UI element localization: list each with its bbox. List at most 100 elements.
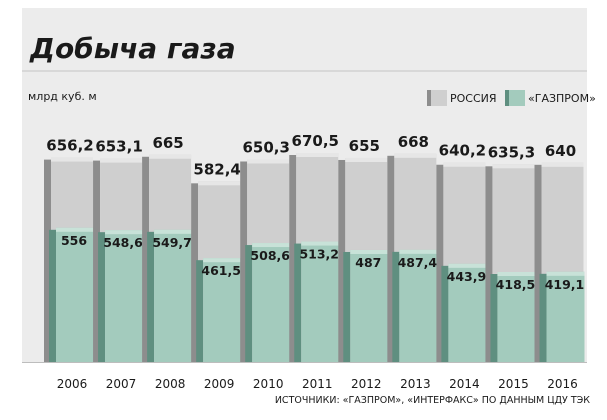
x-tick-label: 2008 bbox=[155, 377, 186, 391]
bar-russia-top bbox=[394, 153, 437, 158]
bar-gazprom-side bbox=[196, 260, 204, 362]
bar-gazprom-side bbox=[539, 273, 547, 362]
bar-gazprom-top bbox=[154, 229, 193, 234]
bar-gazprom bbox=[546, 271, 585, 362]
bar-gazprom-top bbox=[301, 241, 340, 246]
value-label-russia: 640,2 bbox=[439, 142, 486, 160]
x-tick-label: 2006 bbox=[57, 377, 88, 391]
bar-russia-top bbox=[492, 164, 535, 169]
bar-group-2006: 656,2 556 bbox=[44, 137, 94, 362]
bar-gazprom bbox=[105, 230, 144, 362]
bar-group-2015: 635,3 418,5 bbox=[485, 143, 536, 362]
bar-russia-side bbox=[142, 156, 150, 362]
bar-gazprom-side bbox=[98, 232, 106, 362]
bar-group-2011: 670,5 513,2 bbox=[289, 132, 340, 362]
bar-gazprom-top bbox=[252, 243, 291, 248]
bar-gazprom bbox=[350, 249, 389, 362]
bar-russia-top bbox=[345, 157, 388, 162]
bar-gazprom bbox=[399, 249, 438, 362]
x-tick-label: 2012 bbox=[351, 377, 382, 391]
bar-group-2014: 640,2 443,9 bbox=[436, 142, 487, 362]
source-note: ИСТОЧНИКИ: «ГАЗПРОМ», «ИНТЕРФАКС» ПО ДАН… bbox=[275, 395, 590, 406]
bar-gazprom bbox=[56, 227, 94, 362]
bar-russia-side bbox=[289, 155, 297, 362]
bar-gazprom-side bbox=[441, 265, 449, 362]
value-label-gazprom: 513,2 bbox=[299, 247, 339, 262]
x-tick-label: 2013 bbox=[400, 377, 431, 391]
value-label-gazprom: 461,5 bbox=[201, 263, 241, 278]
bar-gazprom-side bbox=[490, 274, 498, 362]
bar-group-2008: 665 549,7 bbox=[142, 134, 193, 362]
value-label-gazprom: 487 bbox=[355, 255, 381, 270]
baseline bbox=[22, 362, 587, 363]
bar-russia-side bbox=[534, 164, 542, 362]
value-label-gazprom: 418,5 bbox=[496, 277, 536, 292]
bar-russia-top bbox=[443, 162, 486, 167]
value-label-russia: 640 bbox=[545, 142, 576, 160]
x-tick-label: 2011 bbox=[302, 377, 333, 391]
value-label-russia: 655 bbox=[349, 137, 380, 155]
bar-gazprom-top bbox=[350, 249, 389, 254]
bar-gazprom bbox=[252, 243, 291, 362]
bar-russia-side bbox=[93, 160, 101, 362]
value-label-gazprom: 549,7 bbox=[152, 235, 192, 250]
value-label-gazprom: 419,1 bbox=[545, 277, 585, 292]
value-label-gazprom: 556 bbox=[61, 233, 87, 248]
bar-gazprom-top bbox=[497, 272, 536, 276]
bar-gazprom bbox=[497, 272, 536, 362]
bar-gazprom-side bbox=[147, 231, 155, 362]
x-axis: 2006 2007 2008 2009 2010 2011 2012 2013 2014 2015… bbox=[57, 377, 578, 391]
bar-russia-top bbox=[51, 157, 93, 162]
bar-gazprom-side bbox=[245, 245, 253, 362]
legend: РОССИЯ «ГАЗПРОМ» bbox=[427, 90, 596, 106]
bar-gazprom-side bbox=[49, 229, 56, 362]
bar-gazprom-top bbox=[105, 230, 144, 235]
bar-group-2012: 655 487 bbox=[338, 137, 389, 362]
bar-gazprom-top bbox=[399, 249, 438, 254]
bar-russia-top bbox=[541, 162, 584, 167]
bar-gazprom bbox=[448, 263, 487, 362]
x-tick-label: 2016 bbox=[547, 377, 578, 391]
legend-swatch-gazprom bbox=[509, 90, 525, 106]
legend-swatch-gazprom-side bbox=[505, 90, 509, 106]
value-label-russia: 650,3 bbox=[242, 138, 289, 156]
legend-swatch-russia-side bbox=[427, 90, 431, 106]
legend-label-russia: РОССИЯ bbox=[450, 92, 497, 105]
x-tick-label: 2015 bbox=[498, 377, 529, 391]
bar-russia-side bbox=[44, 159, 51, 362]
bar-gazprom-side bbox=[343, 251, 351, 362]
bar-russia-side bbox=[240, 161, 248, 362]
legend-label-gazprom: «ГАЗПРОМ» bbox=[528, 92, 596, 105]
bar-russia-top bbox=[149, 154, 192, 159]
bar-group-2013: 668 487,4 bbox=[387, 133, 437, 362]
bar-gazprom-side bbox=[392, 251, 400, 362]
bar-gazprom bbox=[203, 258, 242, 362]
bar-russia-side bbox=[191, 183, 199, 362]
bar-group-2009: 582,4 461,5 bbox=[191, 160, 242, 362]
value-label-gazprom: 443,9 bbox=[447, 269, 487, 284]
value-label-russia: 668 bbox=[398, 133, 429, 151]
value-label-russia: 656,2 bbox=[46, 137, 93, 155]
y-axis-unit-label: млрд куб. м bbox=[28, 90, 97, 103]
bar-group-2007: 653,1 548,6 bbox=[93, 138, 143, 362]
x-tick-label: 2009 bbox=[204, 377, 235, 391]
legend-swatch-russia bbox=[431, 90, 447, 106]
bar-gazprom bbox=[154, 229, 193, 362]
bar-russia-top bbox=[296, 153, 339, 157]
bar-russia-top bbox=[247, 159, 290, 164]
title-underline bbox=[22, 70, 587, 72]
bar-gazprom-top bbox=[56, 227, 94, 232]
x-tick-label: 2014 bbox=[449, 377, 480, 391]
bar-gazprom bbox=[301, 241, 340, 362]
bar-gazprom-top bbox=[546, 271, 585, 276]
bar-group-2016: 640 419,1 bbox=[534, 142, 585, 362]
bar-russia-top bbox=[100, 158, 143, 163]
bar-group-2010: 650,3 508,6 bbox=[240, 138, 290, 362]
bar-russia-side bbox=[387, 155, 395, 362]
x-tick-label: 2007 bbox=[106, 377, 137, 391]
bar-gazprom-side bbox=[294, 243, 302, 362]
value-label-russia: 635,3 bbox=[488, 143, 535, 161]
value-label-russia: 653,1 bbox=[95, 138, 142, 156]
bar-gazprom-top bbox=[448, 263, 487, 268]
value-label-gazprom: 508,6 bbox=[250, 248, 290, 263]
